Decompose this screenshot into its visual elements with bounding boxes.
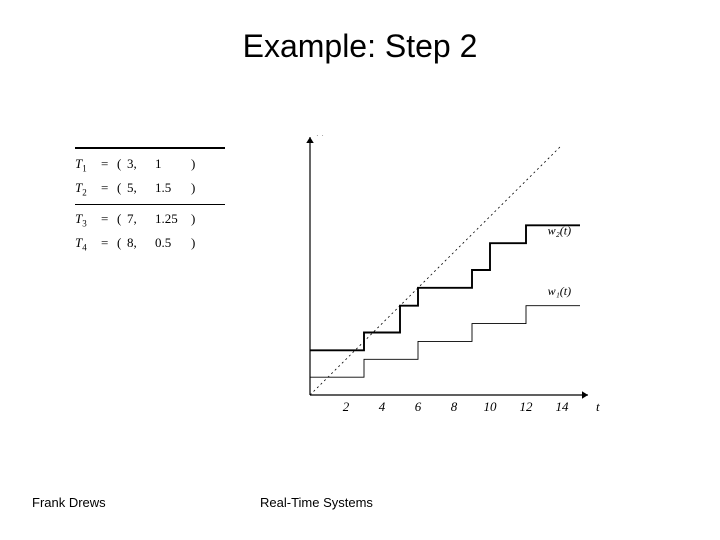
task-name: T2	[75, 178, 101, 200]
task-name: T3	[75, 209, 101, 231]
eq-symbol: =	[101, 209, 117, 229]
x-tick-label: 2	[343, 399, 350, 414]
x-axis-label: t	[596, 399, 600, 414]
x-axis-arrow	[582, 391, 588, 399]
y-axis-arrow	[306, 137, 314, 143]
task-table: T1=(3,1)T2=(5,1.5)T3=(7,1.25)T4=(8,0.5)	[75, 145, 225, 256]
x-tick-label: 8	[451, 399, 458, 414]
y-axis-label: wᵢ(t)	[304, 135, 327, 136]
task-exec: 1.5	[155, 178, 191, 198]
x-tick-label: 4	[379, 399, 386, 414]
task-row: T2=(5,1.5)	[75, 177, 225, 201]
series-w2	[310, 225, 580, 350]
task-name: T1	[75, 154, 101, 176]
series-w1	[310, 306, 580, 377]
series-label-w1: w₁(t)	[548, 284, 572, 298]
task-period: 7,	[127, 209, 155, 229]
task-period: 5,	[127, 178, 155, 198]
eq-symbol: =	[101, 154, 117, 174]
step-chart: 2 4 6 8 10 12 14 t wᵢ(t) w₁(t) w₂(t)	[280, 135, 620, 435]
task-row: T4=(8,0.5)	[75, 232, 225, 256]
task-period: 3,	[127, 154, 155, 174]
task-period: 8,	[127, 233, 155, 253]
eq-symbol: =	[101, 178, 117, 198]
x-tick-label: 10	[484, 399, 498, 414]
x-tick-label: 6	[415, 399, 422, 414]
task-exec: 1	[155, 154, 191, 174]
x-tick-label: 12	[520, 399, 534, 414]
eq-symbol: =	[101, 233, 117, 253]
x-tick-label: 14	[556, 399, 570, 414]
task-exec: 0.5	[155, 233, 191, 253]
task-exec: 1.25	[155, 209, 191, 229]
task-name: T4	[75, 233, 101, 255]
series-label-w2: w₂(t)	[548, 223, 572, 237]
footer-course: Real-Time Systems	[260, 495, 373, 510]
footer-author: Frank Drews	[32, 495, 106, 510]
task-row: T3=(7,1.25)	[75, 208, 225, 232]
task-row: T1=(3,1)	[75, 153, 225, 177]
page-title: Example: Step 2	[0, 28, 720, 65]
diagonal-line	[310, 145, 562, 395]
